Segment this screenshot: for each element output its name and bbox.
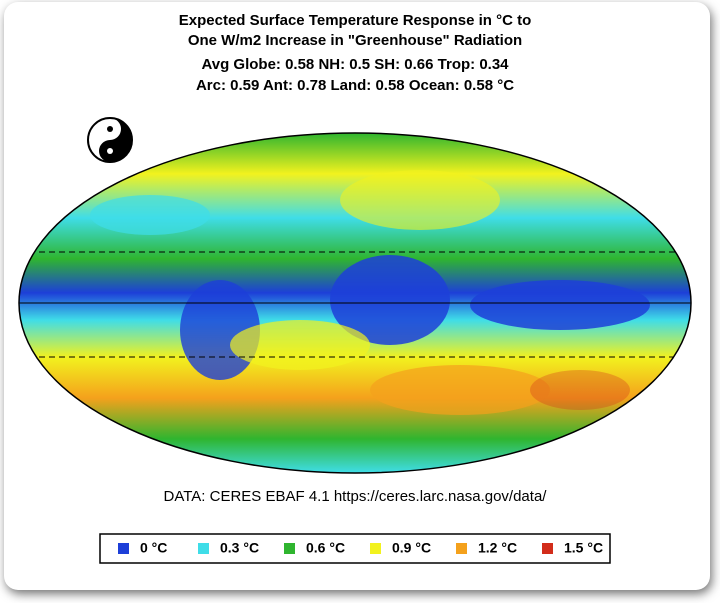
legend-swatch	[370, 543, 381, 554]
stats: Avg Globe: 0.58 NH: 0.5 SH: 0.66 Trop: 0…	[201, 56, 509, 73]
title: One W/m2 Increase in "Greenhouse" Radiat…	[188, 32, 522, 49]
legend-label: 1.5 °C	[564, 540, 603, 556]
logo	[87, 117, 133, 163]
legend-label: 1.2 °C	[478, 540, 517, 556]
legend-swatch	[284, 543, 295, 554]
legend-label: 0.6 °C	[306, 540, 345, 556]
legend-swatch	[198, 543, 209, 554]
reference-lines	[19, 251, 691, 358]
legend-swatch	[118, 543, 129, 554]
legend-label: 0.3 °C	[220, 540, 259, 556]
legend-swatch	[456, 543, 467, 554]
legend-label: 0.9 °C	[392, 540, 431, 556]
legend-label: 0 °C	[140, 540, 167, 556]
source: DATA: CERES EBAF 4.1 https://ceres.larc.…	[164, 488, 548, 505]
legend-box	[99, 533, 611, 564]
title: Expected Surface Temperature Response in…	[179, 12, 532, 29]
legend-swatch	[542, 543, 553, 554]
stats: Arc: 0.59 Ant: 0.78 Land: 0.58 Ocean: 0.…	[196, 77, 514, 94]
map-outline	[18, 132, 692, 474]
